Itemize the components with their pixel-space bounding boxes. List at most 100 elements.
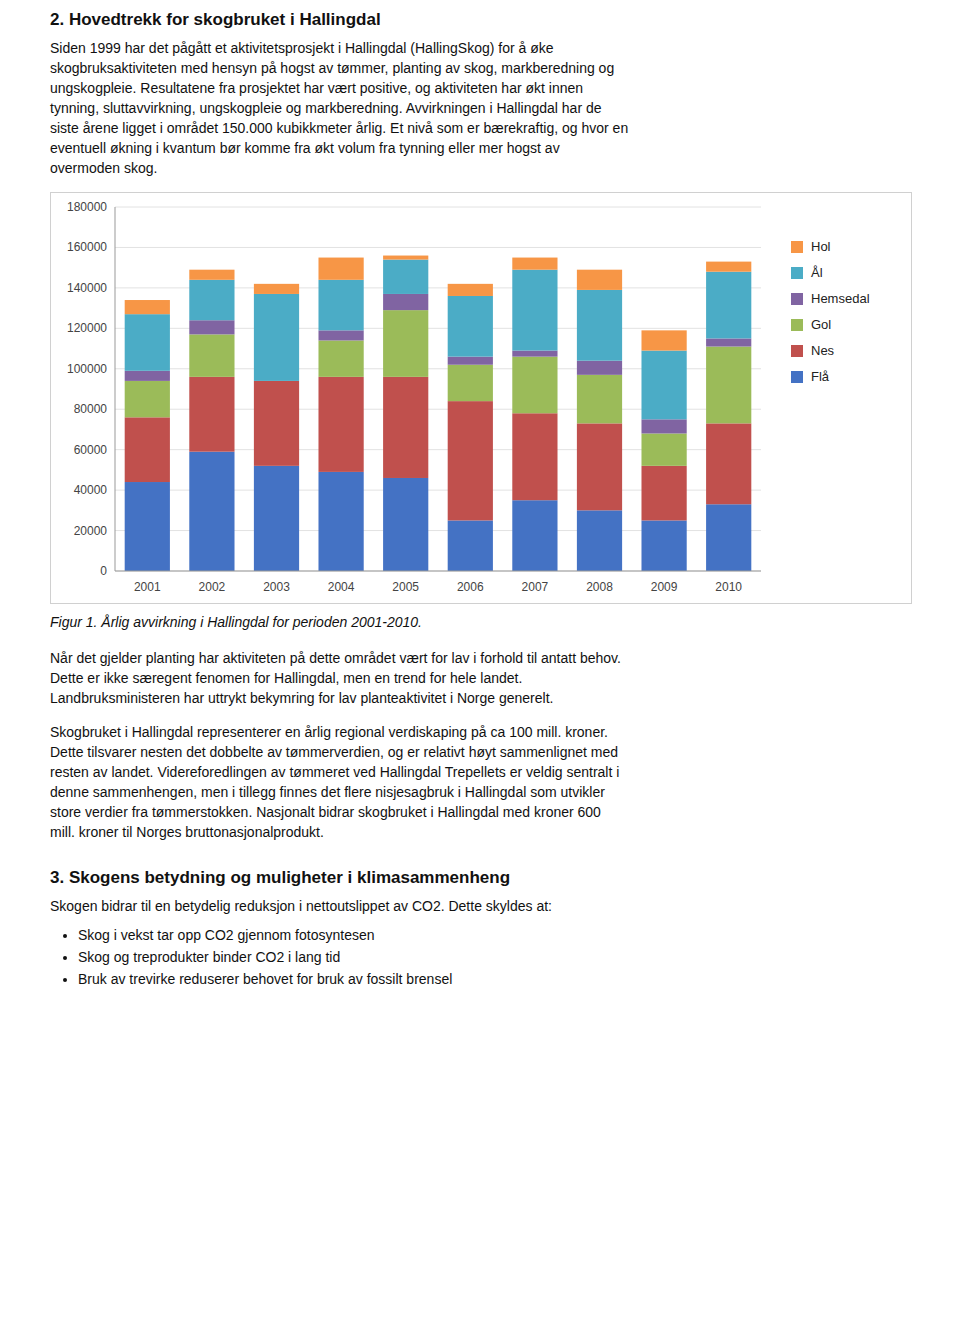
bar-segment	[577, 375, 622, 424]
page-title: 2. Hovedtrekk for skogbruket i Hallingda…	[50, 10, 910, 30]
bar-segment	[318, 330, 363, 340]
figure-caption: Figur 1. Årlig avvirkning i Hallingdal f…	[50, 614, 910, 630]
x-tick-label: 2006	[457, 580, 484, 594]
legend-swatch	[791, 267, 803, 279]
grid-line	[115, 247, 761, 248]
bar-segment	[641, 351, 686, 420]
bar-segment	[706, 272, 751, 339]
legend-entry: Hol	[811, 239, 831, 254]
x-axis	[115, 571, 761, 572]
section-title: 3. Skogens betydning og muligheter i kli…	[50, 868, 910, 888]
bar-segment	[254, 284, 299, 294]
y-tick-label: 120000	[67, 321, 107, 335]
page: 2. Hovedtrekk for skogbruket i Hallingda…	[0, 0, 960, 990]
bar-segment	[383, 256, 428, 260]
bar-segment	[125, 371, 170, 381]
paragraph: Når det gjelder planting har aktiviteten…	[50, 648, 910, 708]
bar-segment	[641, 466, 686, 521]
legend-swatch	[791, 241, 803, 253]
legend-entry: Nes	[811, 343, 835, 358]
bullet: Bruk av trevirke reduserer behovet for b…	[78, 968, 910, 990]
text-line: Landbruksministeren har uttrykt bekymrin…	[50, 688, 910, 708]
bar-segment	[706, 338, 751, 346]
x-tick-label: 2007	[522, 580, 549, 594]
bar-segment	[448, 520, 493, 571]
bar-segment	[577, 270, 622, 290]
legend-entry: Ål	[811, 265, 823, 280]
text-line: Dette er ikke særegent fenomen for Halli…	[50, 668, 910, 688]
y-tick-label: 40000	[74, 483, 108, 497]
text-line: Skogbruket i Hallingdal representerer en…	[50, 722, 910, 742]
bar-segment	[318, 340, 363, 376]
legend: HolÅlHemsedalGolNesFlå	[791, 239, 870, 384]
chart-svg: 0200004000060000800001000001200001400001…	[50, 192, 912, 604]
bar-segment	[125, 482, 170, 571]
bar-segment	[512, 413, 557, 500]
text-line: mill. kroner til Norges bruttonasjonalpr…	[50, 822, 910, 842]
paragraph: Skogbruket i Hallingdal representerer en…	[50, 722, 910, 842]
bar-segment	[448, 401, 493, 520]
legend-swatch	[791, 319, 803, 331]
body-line: overmoden skog.	[50, 158, 910, 178]
bar-segment	[641, 520, 686, 571]
section: 3. Skogens betydning og muligheter i kli…	[50, 868, 910, 990]
y-tick-label: 180000	[67, 200, 107, 214]
x-tick-label: 2002	[199, 580, 226, 594]
chart: 0200004000060000800001000001200001400001…	[50, 192, 910, 608]
x-tick-label: 2003	[263, 580, 290, 594]
x-tick-label: 2010	[715, 580, 742, 594]
bar-segment	[448, 365, 493, 401]
bar-segment	[318, 280, 363, 331]
bar-segment	[448, 284, 493, 296]
y-tick-label: 20000	[74, 524, 108, 538]
bar-segment	[318, 472, 363, 571]
y-tick-label: 100000	[67, 362, 107, 376]
bar-segment	[383, 377, 428, 478]
y-tick-label: 160000	[67, 240, 107, 254]
bar-segment	[448, 357, 493, 365]
grid-line	[115, 207, 761, 208]
text-line: Når det gjelder planting har aktiviteten…	[50, 648, 910, 668]
x-tick-label: 2004	[328, 580, 355, 594]
bar-segment	[577, 361, 622, 375]
bar-segment	[641, 433, 686, 465]
bar-segment	[254, 381, 299, 466]
x-tick-label: 2001	[134, 580, 161, 594]
bar-segment	[512, 258, 557, 270]
text-line: resten av landet. Videreforedlingen av t…	[50, 762, 910, 782]
body-line: ungskogpleie. Resultatene fra prosjektet…	[50, 78, 910, 98]
bar-segment	[383, 310, 428, 377]
bar-segment	[706, 347, 751, 424]
body-line: tynning, sluttavvirkning, ungskogpleie o…	[50, 98, 910, 118]
grid-line	[115, 571, 761, 572]
bar-segment	[383, 260, 428, 294]
y-axis	[115, 207, 116, 571]
bar-segment	[706, 504, 751, 571]
bar-segment	[189, 270, 234, 280]
bar-segment	[577, 423, 622, 510]
bar-segment	[125, 300, 170, 314]
bar-segment	[512, 357, 557, 414]
grid	[115, 207, 761, 571]
legend-entry: Flå	[811, 369, 830, 384]
body-line: siste årene ligget i området 150.000 kub…	[50, 118, 910, 138]
bar-segment	[125, 314, 170, 371]
bar-segment	[125, 381, 170, 417]
y-tick-label: 0	[100, 564, 107, 578]
bar-segment	[641, 330, 686, 350]
bar-segment	[189, 334, 234, 376]
legend-entry: Hemsedal	[811, 291, 870, 306]
bar-segment	[254, 294, 299, 381]
bars	[125, 256, 752, 571]
bullet: Skog og treprodukter binder CO2 i lang t…	[78, 946, 910, 968]
y-tick-label: 140000	[67, 281, 107, 295]
bar-segment	[254, 466, 299, 571]
text-line: store verdier fra tømmerstokken. Nasjona…	[50, 802, 910, 822]
bar-segment	[512, 270, 557, 351]
bar-segment	[125, 417, 170, 482]
bar-segment	[189, 280, 234, 320]
x-tick-label: 2008	[586, 580, 613, 594]
bar-segment	[577, 290, 622, 361]
legend-swatch	[791, 371, 803, 383]
text-line: denne sammenhengen, men i tillegg finnes…	[50, 782, 910, 802]
